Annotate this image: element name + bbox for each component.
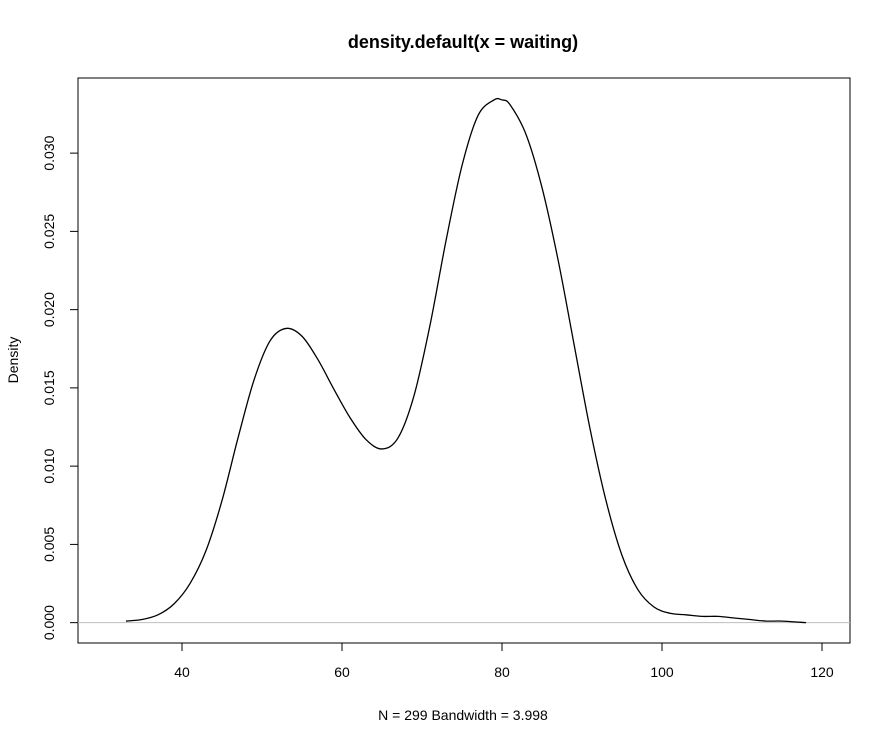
- x-tick-label: 120: [810, 664, 834, 680]
- x-tick-label: 80: [494, 664, 510, 680]
- x-tick-label: 60: [334, 664, 350, 680]
- y-tick-label: 0.000: [41, 605, 57, 640]
- y-tick-label: 0.010: [41, 448, 57, 483]
- plot-frame: [77, 77, 851, 644]
- y-tick-label: 0.025: [41, 214, 57, 249]
- y-axis-label: Density: [5, 337, 21, 384]
- y-tick-label: 0.020: [41, 292, 57, 327]
- x-tick-label: 100: [650, 664, 674, 680]
- x-axis: 40 60 80 100 120: [174, 642, 834, 680]
- y-tick-label: 0.015: [41, 370, 57, 405]
- density-curve: [125, 97, 807, 624]
- y-tick-label: 0.005: [41, 527, 57, 562]
- y-tick-label: 0.030: [41, 135, 57, 170]
- chart-title: density.default(x = waiting): [348, 32, 578, 52]
- y-axis: 0.000 0.005 0.010 0.015 0.020 0.025 0.030: [41, 135, 79, 640]
- x-axis-label: N = 299 Bandwidth = 3.998: [378, 707, 548, 723]
- x-tick-label: 40: [174, 664, 190, 680]
